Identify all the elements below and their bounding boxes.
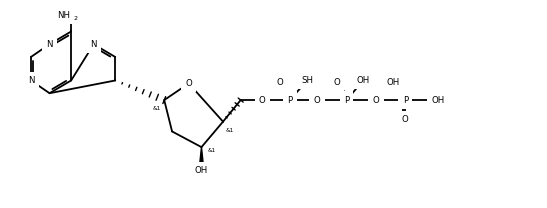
Text: O: O [314,96,321,105]
Text: O: O [402,115,409,124]
Text: NH: NH [57,11,70,20]
Text: O: O [259,96,266,105]
Text: OH: OH [357,76,370,85]
Text: O: O [185,79,192,88]
Text: N: N [46,40,53,49]
Text: P: P [403,96,408,105]
Text: OH: OH [387,78,400,87]
Text: N: N [28,76,34,85]
Text: O: O [333,78,340,87]
Text: &1: &1 [207,147,216,152]
Text: P: P [287,96,292,105]
Polygon shape [199,147,204,171]
Text: P: P [344,96,349,105]
Text: N: N [90,40,97,49]
Text: &1: &1 [226,128,234,133]
Text: SH: SH [301,76,313,85]
Text: &1: &1 [152,106,160,111]
Text: OH: OH [432,96,445,105]
Text: O: O [276,78,283,87]
Text: 2: 2 [73,16,77,21]
Text: OH: OH [195,166,208,175]
Text: O: O [373,96,379,105]
